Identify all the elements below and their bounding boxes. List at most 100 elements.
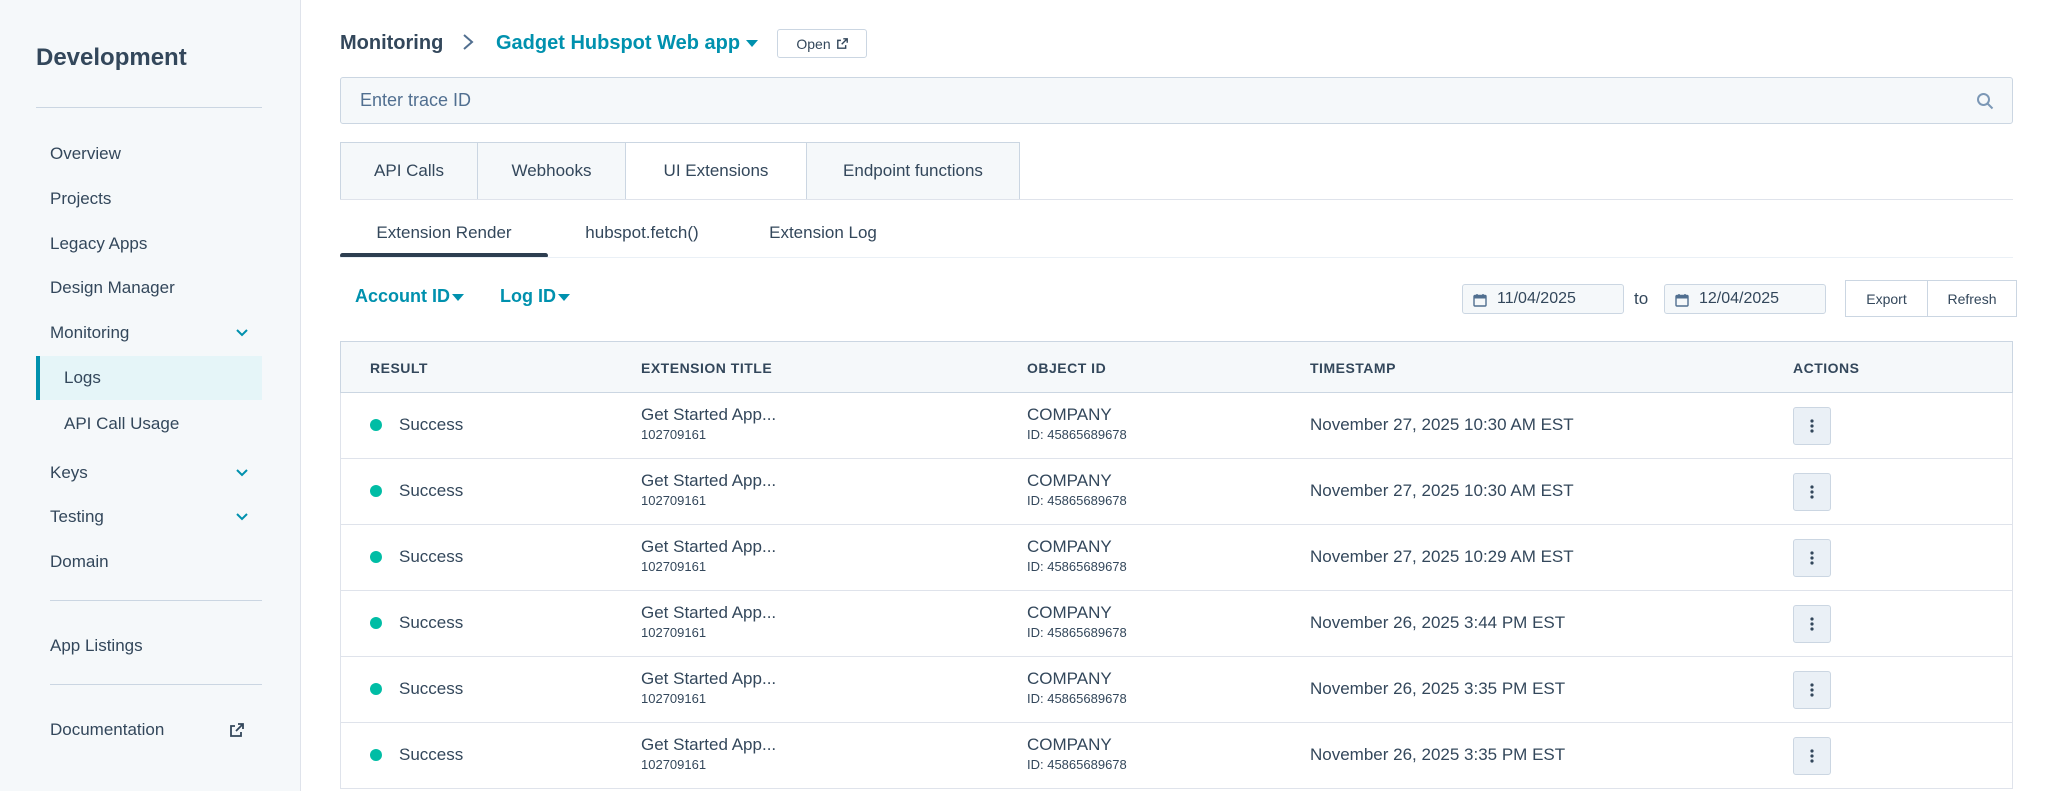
sidebar-item-api-call-usage[interactable]: API Call Usage (64, 414, 180, 433)
timestamp-cell: November 27, 2025 10:29 AM EST (1310, 547, 1574, 566)
column-header-timestamp[interactable]: TIMESTAMP (1310, 360, 1396, 376)
row-actions-button[interactable] (1793, 737, 1831, 775)
log-id-label: Log ID (500, 286, 556, 306)
row-actions-button[interactable] (1793, 605, 1831, 643)
result-cell: Success (370, 415, 463, 435)
extension-id: 102709161 (641, 493, 707, 508)
sidebar-item-label: Keys (50, 463, 88, 482)
tab-webhooks[interactable]: Webhooks (477, 142, 625, 200)
row-actions-button[interactable] (1793, 407, 1831, 445)
refresh-button[interactable]: Refresh (1928, 280, 2017, 317)
result-cell: Success (370, 679, 463, 699)
result-text: Success (399, 679, 464, 698)
more-vertical-icon (1810, 419, 1814, 433)
tab-bar: API Calls Webhooks UI Extensions Endpoin… (340, 142, 1020, 200)
trace-search (340, 77, 2013, 124)
search-icon[interactable] (1976, 92, 1994, 110)
result-cell: Success (370, 547, 463, 567)
extension-title: Get Started App... (641, 669, 777, 688)
sidebar-title: Development (36, 44, 187, 71)
sidebar-item-overview[interactable]: Overview (50, 144, 121, 163)
date-to-label: to (1634, 289, 1649, 308)
column-header-result[interactable]: RESULT (370, 360, 428, 376)
extension-id: 102709161 (641, 691, 707, 706)
more-vertical-icon (1810, 749, 1814, 763)
chevron-right-icon (463, 34, 474, 50)
trace-id-input[interactable] (341, 78, 2012, 123)
action-button-group: Export Refresh (1845, 280, 2017, 317)
external-link-icon (230, 723, 244, 737)
result-cell: Success (370, 481, 463, 501)
extension-title-cell: Get Started App... 102709161 (641, 405, 776, 445)
sidebar-item-legacy-apps[interactable]: Legacy Apps (50, 234, 148, 253)
tab-divider (340, 199, 2013, 200)
sidebar-item-app-listings[interactable]: App Listings (50, 636, 143, 655)
breadcrumb-root[interactable]: Monitoring (340, 32, 444, 54)
status-dot (370, 419, 382, 431)
account-id-filter[interactable]: Account ID (355, 286, 465, 307)
sidebar-item-label: Monitoring (50, 323, 130, 342)
export-button[interactable]: Export (1845, 280, 1928, 317)
log-id-filter[interactable]: Log ID (500, 286, 570, 307)
extension-title-cell: Get Started App... 102709161 (641, 669, 776, 709)
sidebar-item-label: Documentation (50, 720, 165, 739)
sidebar-item-design-manager[interactable]: Design Manager (50, 278, 175, 297)
caret-down-icon (746, 40, 759, 48)
result-text: Success (399, 415, 464, 434)
sidebar-item-logs[interactable]: Logs (36, 356, 262, 400)
more-vertical-icon (1810, 485, 1814, 499)
table-row[interactable]: Success Get Started App... 102709161 COMP… (340, 657, 2013, 723)
result-text: Success (399, 613, 464, 632)
account-id-label: Account ID (355, 286, 451, 306)
sidebar: Development Overview Projects Legacy App… (0, 0, 301, 791)
subtab-extension-log[interactable]: Extension Log (769, 223, 877, 242)
sidebar-item-keys[interactable]: Keys (50, 459, 262, 487)
main-content: Monitoring Gadget Hubspot Web app Open A… (302, 0, 2048, 791)
table-row[interactable]: Success Get Started App... 102709161 COMP… (340, 393, 2013, 459)
column-header-object-id[interactable]: OBJECT ID (1027, 360, 1107, 376)
table-row[interactable]: Success Get Started App... 102709161 COMP… (340, 459, 2013, 525)
table-row[interactable]: Success Get Started App... 102709161 COMP… (340, 525, 2013, 591)
table-row[interactable]: Success Get Started App... 102709161 COMP… (340, 723, 2013, 789)
object-id-cell: COMPANY ID: 45865689678 (1027, 603, 1127, 643)
app-selector[interactable]: Gadget Hubspot Web app (496, 32, 759, 55)
column-header-extension-title[interactable]: EXTENSION TITLE (641, 360, 773, 376)
tab-api-calls[interactable]: API Calls (340, 142, 477, 200)
app-name: Gadget Hubspot Web app (496, 32, 741, 54)
extension-title-cell: Get Started App... 102709161 (641, 603, 776, 643)
object-id: ID: 45865689678 (1027, 691, 1127, 706)
object-id: ID: 45865689678 (1027, 493, 1127, 508)
status-dot (370, 749, 382, 761)
timestamp-cell: November 26, 2025 3:35 PM EST (1310, 745, 1566, 764)
sidebar-item-label: Testing (50, 507, 104, 526)
sidebar-item-testing[interactable]: Testing (50, 503, 262, 531)
date-from-picker[interactable]: 11/04/2025 (1462, 284, 1624, 314)
tab-ui-extensions[interactable]: UI Extensions (625, 142, 806, 200)
sidebar-item-domain[interactable]: Domain (50, 552, 109, 571)
subtab-hubspot-fetch[interactable]: hubspot.fetch() (585, 223, 699, 242)
result-text: Success (399, 745, 464, 764)
object-id: ID: 45865689678 (1027, 559, 1127, 574)
tab-endpoint-functions[interactable]: Endpoint functions (806, 142, 1020, 200)
object-type: COMPANY (1027, 537, 1112, 556)
subtab-divider (340, 257, 2013, 258)
chevron-down-icon (236, 469, 248, 477)
row-actions-button[interactable] (1793, 539, 1831, 577)
date-from-value: 11/04/2025 (1497, 290, 1576, 307)
result-cell: Success (370, 745, 463, 765)
sidebar-item-monitoring[interactable]: Monitoring (50, 319, 262, 347)
extension-id: 102709161 (641, 757, 707, 772)
table-row[interactable]: Success Get Started App... 102709161 COMP… (340, 591, 2013, 657)
row-actions-button[interactable] (1793, 671, 1831, 709)
date-to-picker[interactable]: 12/04/2025 (1664, 284, 1826, 314)
open-button[interactable]: Open (777, 29, 867, 58)
timestamp-cell: November 27, 2025 10:30 AM EST (1310, 481, 1574, 500)
object-type: COMPANY (1027, 735, 1112, 754)
extension-title: Get Started App... (641, 537, 777, 556)
sidebar-item-documentation[interactable]: Documentation (50, 716, 262, 744)
row-actions-button[interactable] (1793, 473, 1831, 511)
external-link-icon (836, 38, 848, 49)
subtab-extension-render[interactable]: Extension Render (340, 208, 548, 258)
sidebar-item-projects[interactable]: Projects (50, 189, 112, 208)
extension-id: 102709161 (641, 559, 707, 574)
